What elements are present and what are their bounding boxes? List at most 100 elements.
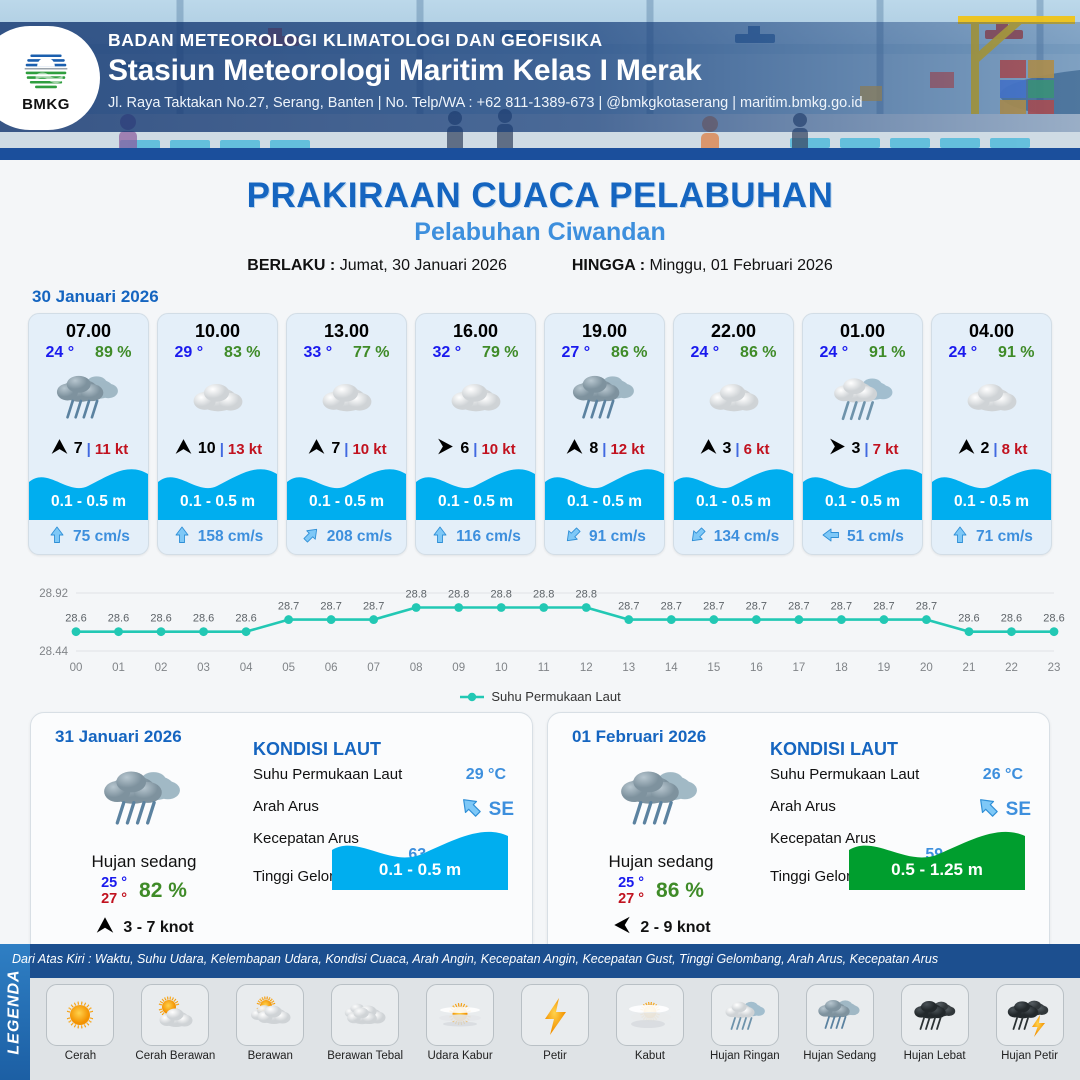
wind-direction-arrow-icon — [306, 436, 327, 462]
panel-wind-row: 3 - 7 knot — [49, 914, 239, 941]
panel-wind: 3 - 7 knot — [123, 918, 194, 936]
forecast-card: 22.00 24 ° 86 % — [673, 313, 794, 555]
card-humidity: 77 % — [353, 344, 390, 361]
card-humidity: 89 % — [95, 344, 132, 361]
card-wind-speed: 10 — [197, 440, 216, 457]
card-wave-height: 0.1 - 0.5 m — [567, 493, 642, 510]
current-direction-row: Arah Arus SE — [770, 798, 1035, 830]
rain-light-icon — [803, 362, 922, 434]
legend-item: Hujan Petir — [985, 984, 1074, 1062]
card-wave-height: 0.1 - 0.5 m — [438, 493, 513, 510]
legend-item-label: Kabut — [634, 1050, 665, 1062]
svg-text:09: 09 — [452, 662, 465, 674]
rain-moderate-icon — [805, 984, 874, 1046]
card-current-speed: 134 cm/s — [713, 528, 780, 545]
wind-direction-arrow-icon — [173, 436, 194, 462]
rain-moderate-icon — [29, 362, 148, 434]
svg-text:11: 11 — [538, 662, 550, 674]
svg-text:18: 18 — [835, 662, 848, 674]
berlaku-label: BERLAKU : — [247, 257, 336, 274]
current-direction-value: SE — [488, 798, 514, 820]
forecast-card: 19.00 27 ° 86 % — [544, 313, 665, 555]
legend-section: LEGENDA Dari Atas Kiri : Waktu, Suhu Uda… — [0, 944, 1080, 1080]
svg-text:28.8: 28.8 — [448, 589, 469, 601]
rain-moderate-icon — [545, 362, 664, 434]
svg-text:28.6: 28.6 — [65, 613, 86, 625]
svg-text:13: 13 — [622, 662, 635, 674]
rain-moderate-icon — [49, 753, 239, 850]
card-wind-speed: 3 — [722, 440, 732, 457]
svg-text:28.6: 28.6 — [1043, 613, 1064, 625]
legend-item-label: Cerah Berawan — [135, 1050, 216, 1062]
card-wind-row: 10 | 13 kt — [158, 434, 277, 464]
card-wave: 0.1 - 0.5 m — [932, 464, 1051, 520]
panel-sea-conditions: KONDISI LAUT Suhu Permukaan Laut 29 °C A… — [253, 739, 518, 900]
card-wind-row: 6 | 10 kt — [416, 434, 535, 464]
legend-item-label: Cerah — [64, 1050, 97, 1062]
cloudy-icon — [158, 362, 277, 434]
card-current-speed: 158 cm/s — [197, 528, 264, 545]
panel-temp-humidity: 25 ° 27 ° 86 % — [566, 875, 756, 907]
sun-cloud-icon — [141, 984, 210, 1046]
panel-condition: Hujan sedang — [608, 852, 714, 871]
legend-item-label: Berawan — [247, 1050, 293, 1062]
svg-text:28.7: 28.7 — [788, 601, 809, 613]
header-overlay — [0, 22, 1080, 132]
legend-note: Dari Atas Kiri : Waktu, Suhu Udara, Kele… — [12, 952, 939, 966]
current-direction-arrow-icon — [172, 525, 192, 550]
wind-separator: | — [864, 440, 869, 458]
svg-text:28.8: 28.8 — [533, 589, 554, 601]
current-direction-label: Arah Arus — [253, 798, 319, 815]
cloudy-icon — [287, 362, 406, 434]
svg-text:28.7: 28.7 — [916, 601, 937, 613]
legend-item: Petir — [511, 984, 600, 1062]
wind-separator: | — [735, 440, 740, 458]
station-name: Stasiun Meteorologi Maritim Kelas I Mera… — [108, 54, 702, 87]
card-gust: 10 kt — [352, 440, 387, 458]
card-gust: 13 kt — [227, 440, 263, 458]
panel-wave-box: 0.5 - 1.25 m — [849, 828, 1025, 890]
card-humidity: 79 % — [482, 344, 519, 361]
wind-direction-arrow-icon — [94, 914, 116, 941]
legend-item-label: Hujan Ringan — [709, 1050, 780, 1062]
current-direction-value: SE — [1005, 798, 1031, 820]
svg-text:28.92: 28.92 — [39, 588, 68, 600]
svg-text:28.6: 28.6 — [193, 613, 214, 625]
card-wave: 0.1 - 0.5 m — [29, 464, 148, 520]
card-gust: 10 kt — [481, 440, 516, 458]
svg-text:28.7: 28.7 — [873, 601, 894, 613]
chart-legend-label: Suhu Permukaan Laut — [491, 689, 621, 704]
card-temp-hum-row: 24 ° 91 % — [803, 342, 922, 362]
svg-text:28.6: 28.6 — [150, 613, 171, 625]
contact-line: Jl. Raya Taktakan No.27, Serang, Banten … — [108, 95, 863, 111]
sst-label: Suhu Permukaan Laut — [253, 766, 403, 783]
svg-text:22: 22 — [1005, 662, 1018, 674]
card-wind-speed: 8 — [589, 440, 599, 457]
legend-item: Cerah — [36, 984, 125, 1062]
page-title: PRAKIRAAN CUACA PELABUHAN — [246, 176, 834, 215]
cloudy-icon — [416, 362, 535, 434]
svg-text:05: 05 — [282, 662, 295, 674]
haze-icon — [426, 984, 495, 1046]
svg-text:28.8: 28.8 — [576, 589, 597, 601]
svg-text:04: 04 — [240, 662, 253, 674]
wind-separator: | — [219, 440, 224, 458]
card-wind-row: 8 | 12 kt — [545, 434, 664, 464]
svg-text:28.6: 28.6 — [1001, 613, 1022, 625]
card-current-row: 71 cm/s — [932, 520, 1051, 554]
page-header: BMKG BADAN METEOROLOGI KLIMATOLOGI DAN G… — [0, 0, 1080, 160]
current-direction-arrow-icon — [821, 525, 841, 550]
svg-text:17: 17 — [792, 662, 805, 674]
svg-text:23: 23 — [1048, 662, 1061, 674]
card-wave: 0.1 - 0.5 m — [545, 464, 664, 520]
svg-text:03: 03 — [197, 662, 210, 674]
svg-text:19: 19 — [878, 662, 891, 674]
svg-text:28.8: 28.8 — [491, 589, 512, 601]
card-temperature: 24 ° — [948, 344, 978, 361]
forecast-day-label: 30 Januari 2026 — [32, 287, 159, 306]
card-time: 22.00 — [710, 321, 757, 341]
card-current-row: 75 cm/s — [29, 520, 148, 554]
svg-text:28.44: 28.44 — [39, 646, 68, 658]
card-time: 16.00 — [452, 321, 499, 341]
svg-text:21: 21 — [963, 662, 976, 674]
